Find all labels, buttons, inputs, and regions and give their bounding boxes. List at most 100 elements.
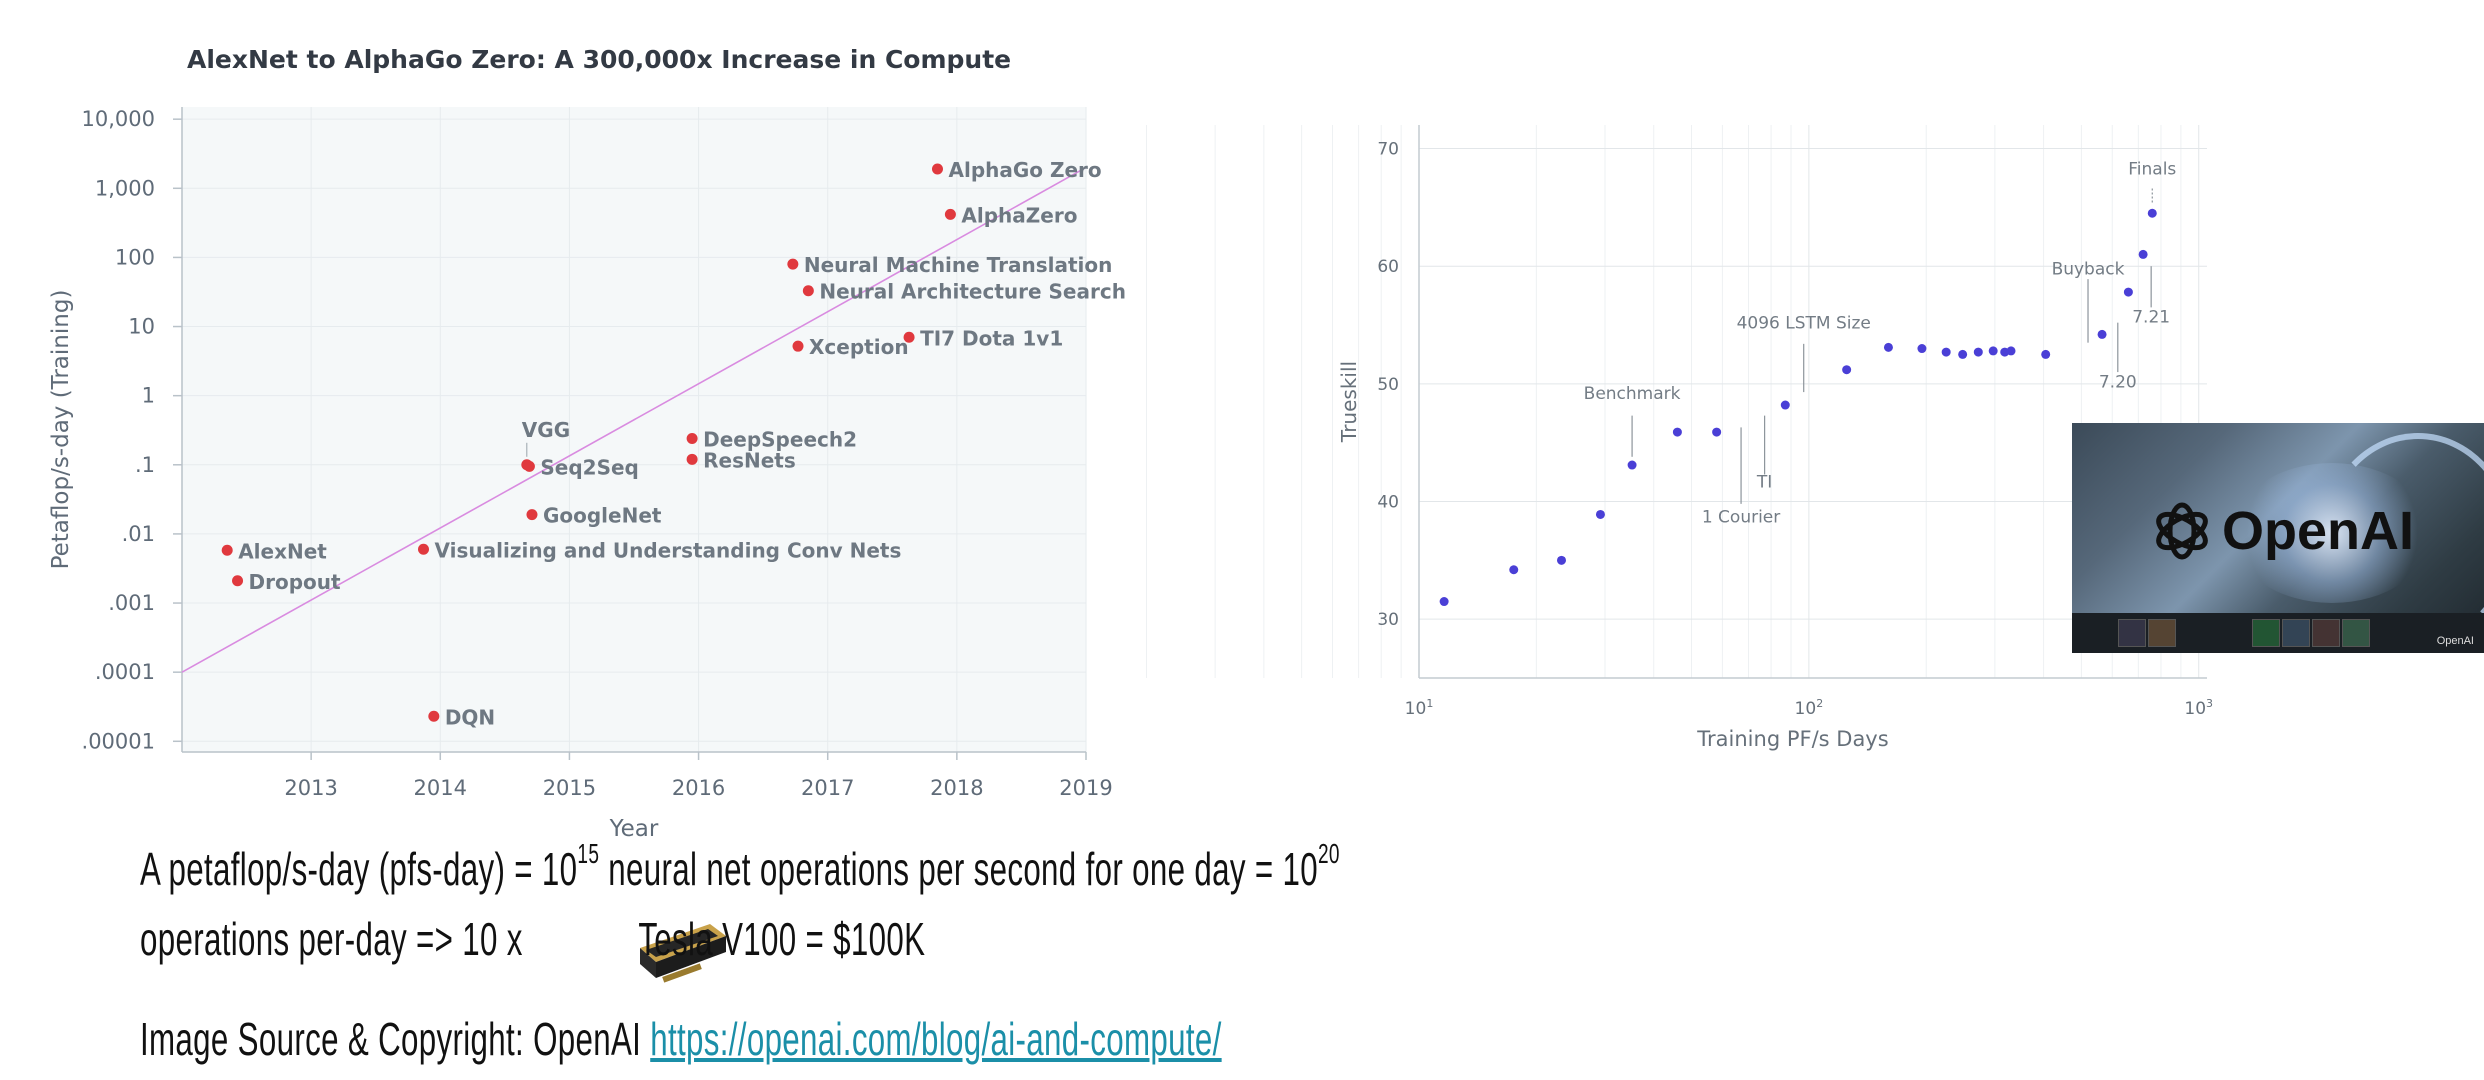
- caption-text: A petaflop/s-day (pfs-day) = 10: [140, 843, 578, 895]
- right-x-tick-label: 102: [1795, 697, 1824, 719]
- left-y-tick-label: 10,000: [82, 107, 155, 131]
- dota-screenshot-image: OpenAI OpenAI: [2072, 423, 2484, 653]
- left-trend-line: [181, 166, 1087, 673]
- left-x-tick-label: 2016: [672, 776, 725, 800]
- left-point-label: VGG: [522, 418, 570, 442]
- left-data-point: [787, 258, 799, 270]
- left-x-tick-label: 2014: [414, 776, 467, 800]
- tick-exponent: 3: [2206, 697, 2213, 710]
- left-y-axis-title: Petaflop/s-day (Training): [48, 290, 74, 570]
- left-data-point: [944, 208, 956, 220]
- left-x-tick-label: 2013: [284, 776, 337, 800]
- right-data-point: [1712, 427, 1722, 437]
- left-x-tick-label: 2018: [930, 776, 983, 800]
- caption-text: operations per-day => 10 x: [140, 913, 523, 965]
- exponent-15: 15: [577, 838, 600, 869]
- left-data-point: [792, 340, 804, 352]
- left-point-label: ResNets: [703, 448, 796, 472]
- tick-base: 10: [1795, 699, 1817, 719]
- left-data-point: [417, 543, 429, 555]
- right-data-point: [2041, 349, 2051, 359]
- source-link[interactable]: https://openai.com/blog/ai-and-compute/: [650, 1013, 1222, 1065]
- right-data-point: [2138, 249, 2148, 259]
- caption-text: Tesla V100 = $100K: [638, 913, 926, 965]
- left-point-label: DQN: [445, 705, 495, 729]
- right-data-point: [1509, 565, 1519, 575]
- right-annotation-label: 7.21: [2132, 308, 2170, 328]
- left-y-tick-label: 1,000: [95, 176, 155, 200]
- right-data-point: [1917, 344, 1927, 354]
- openai-knot-icon: [2156, 502, 2208, 560]
- left-y-tick-label: .1: [135, 453, 155, 477]
- right-annotation-label: 1 Courier: [1702, 508, 1780, 528]
- left-x-tick-label: 2017: [801, 776, 854, 800]
- left-data-point: [686, 453, 698, 465]
- left-chart-title: AlexNet to AlphaGo Zero: A 300,000x Incr…: [187, 45, 1012, 74]
- left-x-tick-label: 2019: [1059, 776, 1112, 800]
- right-annotation-label: 7.20: [2099, 372, 2137, 392]
- right-y-tick-label: 30: [1377, 610, 1399, 630]
- left-data-point: [802, 285, 814, 297]
- exponent-20: 20: [1317, 838, 1340, 869]
- right-data-point: [2006, 346, 2016, 356]
- right-x-tick-label: 101: [1405, 697, 1434, 719]
- right-data-point: [1627, 460, 1637, 470]
- left-y-tick-label: .001: [108, 591, 155, 615]
- left-point-label: TI7 Dota 1v1: [920, 326, 1063, 350]
- caption-text: neural net operations per second for one…: [599, 843, 1318, 895]
- left-point-label: GoogleNet: [543, 504, 662, 528]
- source-label: Image Source & Copyright: OpenAI: [140, 1013, 651, 1065]
- left-point-label: AlexNet: [238, 539, 327, 563]
- left-y-tick-label: 100: [115, 245, 155, 269]
- right-annotation-label: Benchmark: [1584, 384, 1681, 404]
- right-y-tick-label: 50: [1377, 375, 1399, 395]
- tick-base: 10: [1405, 699, 1427, 719]
- right-annotation-label: TI: [1756, 472, 1772, 492]
- left-y-tick-label: .0001: [95, 660, 155, 684]
- right-y-tick-label: 70: [1377, 140, 1399, 160]
- left-point-label: Seq2Seq: [540, 455, 639, 479]
- right-data-point: [1439, 597, 1449, 607]
- right-x-axis-title: Training PF/s Days: [1696, 727, 1888, 751]
- right-data-point: [1988, 346, 1998, 356]
- right-y-tick-label: 40: [1377, 493, 1399, 513]
- left-data-point: [526, 509, 538, 521]
- openai-logo: OpenAI: [2150, 499, 2414, 563]
- left-x-axis-title: Year: [609, 816, 659, 842]
- left-y-tick-label: .01: [122, 522, 155, 546]
- right-data-point: [1842, 365, 1852, 375]
- left-point-label: Dropout: [249, 570, 342, 594]
- left-data-point: [686, 433, 698, 445]
- openai-watermark: OpenAI: [2436, 635, 2474, 647]
- left-point-label: Xception: [809, 335, 909, 359]
- left-point-label: DeepSpeech2: [703, 428, 857, 452]
- left-point-label: Neural Architecture Search: [819, 280, 1126, 304]
- right-y-tick-label: 60: [1377, 257, 1399, 277]
- left-data-point: [931, 163, 943, 175]
- right-data-point: [1941, 347, 1951, 357]
- right-data-point: [1672, 427, 1682, 437]
- left-data-point: [903, 331, 915, 343]
- left-x-tick-label: 2015: [543, 776, 596, 800]
- right-data-point: [1883, 342, 1893, 352]
- right-data-point: [1780, 400, 1790, 410]
- right-data-point: [1556, 555, 1566, 565]
- left-data-point: [221, 544, 233, 556]
- right-data-point: [2097, 329, 2107, 339]
- left-point-label: Visualizing and Understanding Conv Nets: [434, 538, 901, 562]
- left-plot-area: [182, 107, 1086, 752]
- game-hud: [2072, 613, 2484, 653]
- right-data-point: [2147, 208, 2157, 218]
- left-data-point: [232, 575, 244, 587]
- tick-exponent: 1: [1426, 697, 1433, 710]
- right-y-axis-title: Trueskill: [1337, 361, 1361, 443]
- left-point-label: AlphaZero: [961, 203, 1077, 227]
- right-annotation-label: Buyback: [2052, 259, 2125, 279]
- left-point-label: Neural Machine Translation: [804, 253, 1113, 277]
- right-data-point: [1958, 349, 1968, 359]
- tick-base: 10: [2184, 699, 2206, 719]
- caption-line-1: A petaflop/s-day (pfs-day) = 1015 neural…: [140, 838, 1340, 896]
- left-y-tick-label: 1: [142, 384, 155, 408]
- tesla-v100-gpu-image: [640, 924, 726, 983]
- caption-line-2: operations per-day => 10 x Tesla V100 = $…: [140, 912, 925, 966]
